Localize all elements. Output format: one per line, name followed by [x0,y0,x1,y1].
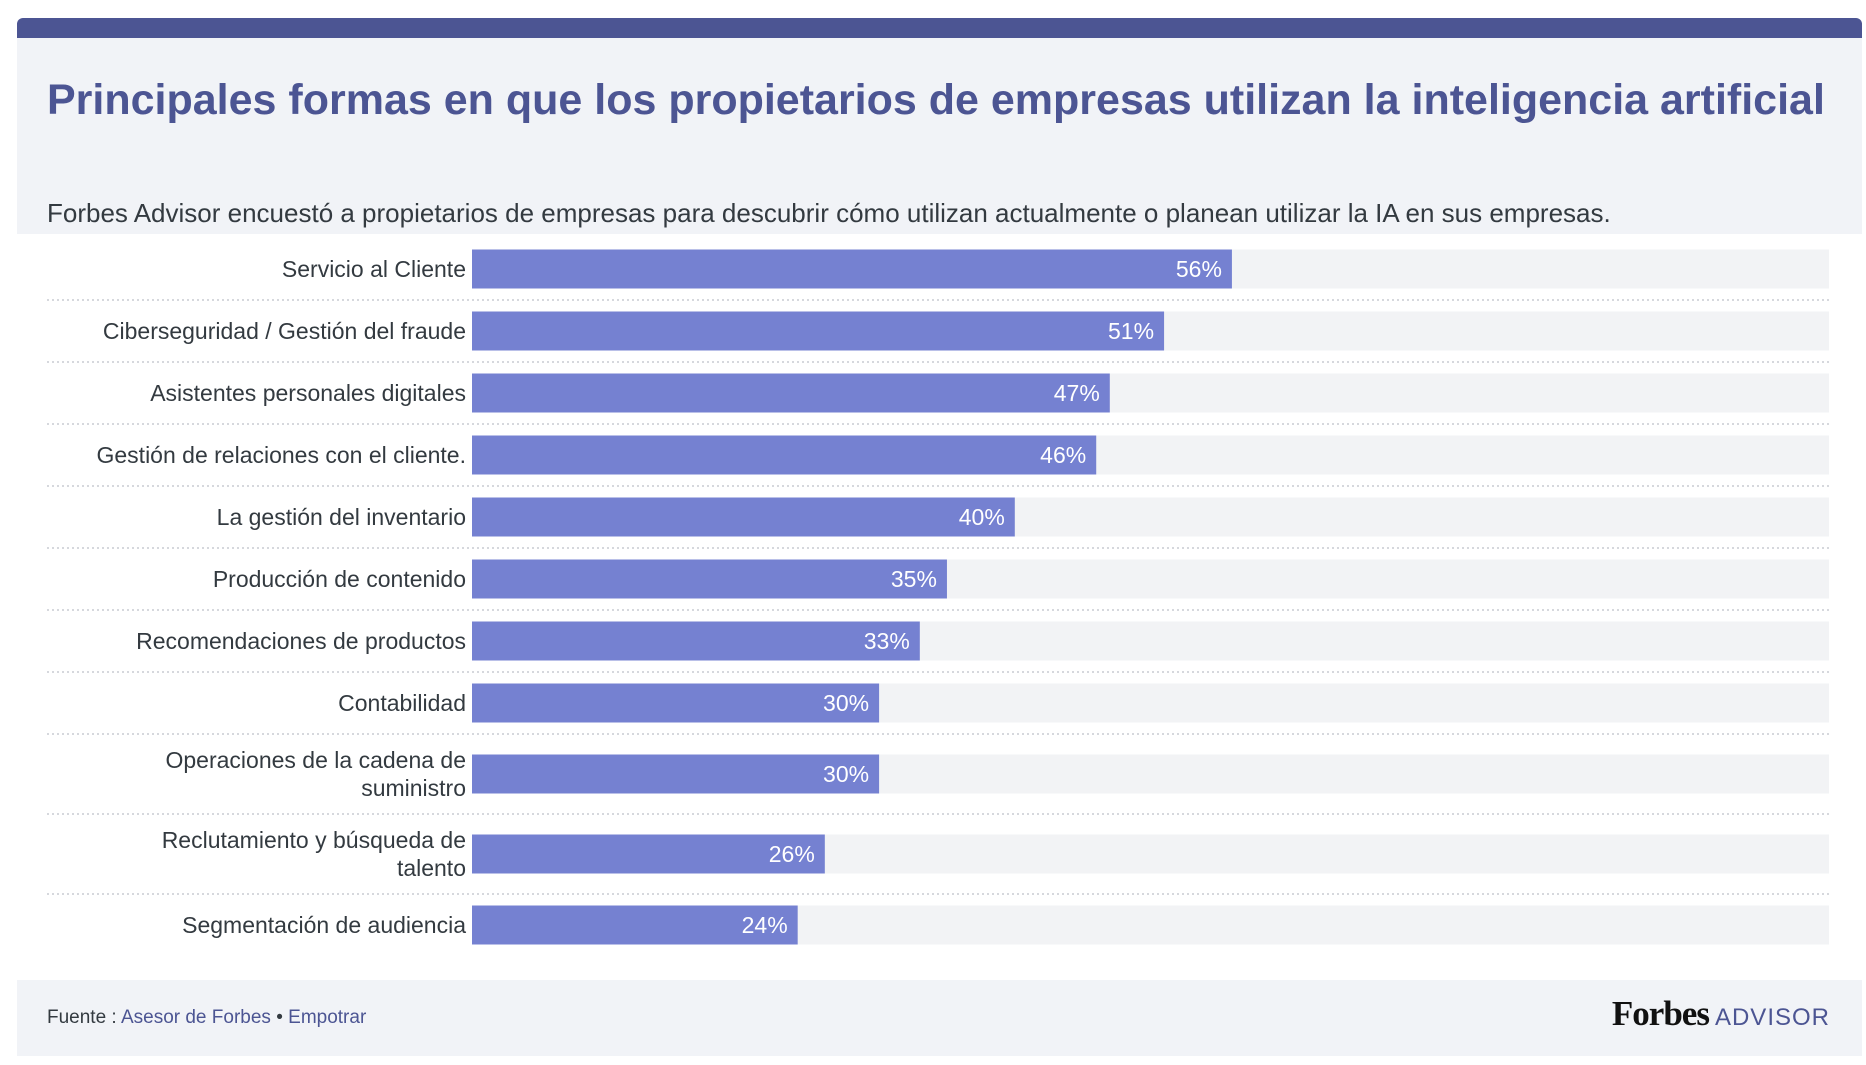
category-label-line: Servicio al Cliente [282,256,466,282]
bar [472,683,880,723]
chart-title: Principales formas en que los propietari… [47,76,1825,124]
bar [472,905,798,945]
category-label-line: Gestión de relaciones con el cliente. [97,442,467,468]
bar-value-label: 46% [1040,442,1086,468]
category-label-line: Recomendaciones de productos [136,628,466,654]
category-label-line: Asistentes personales digitales [150,380,466,406]
brand-forbes: Forbes [1611,994,1710,1033]
source-link[interactable]: Asesor de Forbes [120,1007,271,1028]
bar [472,249,1232,289]
embed-link[interactable]: Empotrar [288,1007,367,1028]
bar-value-label: 30% [823,761,869,787]
category-label-line: suministro [361,775,466,801]
chart-header: Principales formas en que los propietari… [17,38,1862,234]
bar-value-label: 30% [823,690,869,716]
category-label: Recomendaciones de productos [136,628,466,654]
source-separator: • [276,1007,283,1028]
category-label-line: Ciberseguridad / Gestión del fraude [103,318,466,344]
category-label-line: Segmentación de audiencia [182,912,466,938]
chart-subtitle: Forbes Advisor encuestó a propietarios d… [47,198,1611,228]
category-label-line: Reclutamiento y búsqueda de [162,827,466,853]
forbes-advisor-logo: Forbes ADVISOR [1612,994,1830,1034]
bar-value-label: 24% [742,912,788,938]
category-label: Gestión de relaciones con el cliente. [97,442,467,468]
bar [472,834,825,874]
bar-value-label: 51% [1108,318,1154,344]
category-label: Reclutamiento y búsqueda de talento [162,827,466,881]
category-label-line: La gestión del inventario [217,504,466,530]
chart-footer: Fuente : Asesor de Forbes • Empotrar For… [17,980,1862,1056]
category-label: Contabilidad [338,690,466,716]
source-label: Fuente : [47,1007,117,1028]
brand-advisor: ADVISOR [1714,1004,1830,1031]
category-label-line: Contabilidad [338,690,466,716]
bar-value-label: 47% [1054,380,1100,406]
bar [472,311,1165,351]
bar-value-label: 35% [891,566,937,592]
source-line: Fuente : Asesor de Forbes • Empotrar [47,1007,366,1029]
bar-chart: 56% Servicio al Cliente 51% Ciberseguridad … [17,234,1862,998]
bar [472,621,920,661]
chart-card: Principales formas en que los propietari… [17,18,1862,1058]
bar-value-label: 56% [1176,256,1222,282]
category-label: Servicio al Cliente [282,256,466,282]
bar-value-label: 33% [864,628,910,654]
bar [472,497,1015,537]
category-label: La gestión del inventario [217,504,466,530]
bar [472,373,1110,413]
bar-value-label: 26% [769,841,815,867]
category-label: Producción de contenido [213,566,466,592]
bar [472,754,880,794]
category-label: Asistentes personales digitales [150,380,466,406]
bar-value-label: 40% [959,504,1005,530]
top-accent-bar [17,18,1862,38]
category-label: Operaciones de la cadena de suministro [166,747,467,801]
category-label: Ciberseguridad / Gestión del fraude [103,318,466,344]
category-label-line: Producción de contenido [213,566,466,592]
bar-chart-svg: 56% Servicio al Cliente 51% Ciberseguridad … [47,249,1829,945]
category-label-line: Operaciones de la cadena de [166,747,467,773]
category-label-line: talento [397,855,466,881]
bar [472,559,947,599]
category-label: Segmentación de audiencia [182,912,466,938]
bar [472,435,1097,475]
